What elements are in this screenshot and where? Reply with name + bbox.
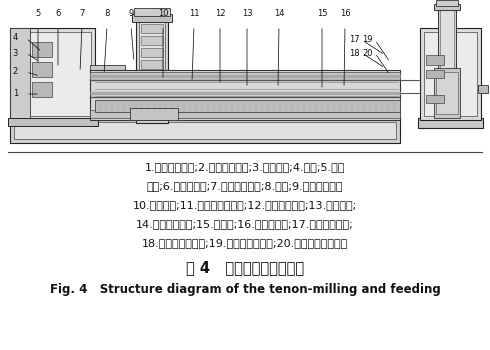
Bar — [32, 62, 52, 77]
Text: 14: 14 — [274, 9, 284, 18]
Text: 9: 9 — [128, 9, 134, 18]
Text: 1.气缸铰支座机;2.限位气缸组件;3.限位焊件;4.合页;5.大锥: 1.气缸铰支座机;2.限位气缸组件;3.限位焊件;4.合页;5.大锥 — [145, 162, 345, 172]
Bar — [426, 55, 444, 65]
Bar — [14, 32, 91, 116]
Text: 18: 18 — [349, 49, 360, 57]
Bar — [141, 60, 163, 69]
Bar — [141, 48, 163, 57]
Text: 1: 1 — [13, 90, 18, 98]
Text: Fig. 4   Structure diagram of the tenon-milling and feeding: Fig. 4 Structure diagram of the tenon-mi… — [49, 283, 441, 296]
Bar — [136, 18, 168, 123]
Text: 13: 13 — [242, 9, 252, 18]
Bar — [95, 100, 400, 112]
Text: 12: 12 — [215, 9, 225, 18]
Bar — [426, 70, 444, 78]
Bar — [14, 122, 396, 139]
Bar — [32, 42, 52, 57]
Text: 17: 17 — [349, 35, 360, 44]
Text: 19: 19 — [363, 35, 373, 44]
Bar — [10, 28, 95, 120]
Bar — [10, 28, 30, 120]
Bar — [436, 0, 458, 6]
Bar — [139, 21, 165, 120]
Bar — [90, 72, 400, 80]
Text: 3: 3 — [13, 49, 18, 57]
Bar — [434, 4, 460, 10]
Text: 6: 6 — [55, 9, 61, 18]
Bar — [134, 8, 170, 16]
Text: 2: 2 — [13, 68, 18, 77]
Bar — [141, 36, 163, 45]
Text: 5: 5 — [35, 9, 41, 18]
Bar — [424, 32, 477, 116]
Bar — [141, 84, 163, 93]
Bar — [436, 72, 458, 114]
Text: 16: 16 — [340, 9, 350, 18]
Bar — [420, 28, 481, 120]
Text: 18.移动用电机组件;19.夹紧气缸支撑架;20.侧向夹紧气缸组件: 18.移动用电机组件;19.夹紧气缸支撑架;20.侧向夹紧气缸组件 — [142, 238, 348, 248]
Bar — [32, 82, 52, 97]
Text: 4: 4 — [13, 34, 18, 42]
Bar — [132, 14, 172, 22]
Text: 10.小锥齿轮;11.旋转用电机组件;12.直线导轨副二;13.滚珠丝杆;: 10.小锥齿轮;11.旋转用电机组件;12.直线导轨副二;13.滚珠丝杆; — [133, 200, 357, 210]
Text: 图 4   榫头铣座送料机构图: 图 4 榫头铣座送料机构图 — [186, 260, 304, 275]
Bar — [478, 85, 488, 93]
Bar — [10, 118, 400, 143]
Bar — [418, 118, 483, 128]
Bar — [130, 108, 178, 120]
Bar — [141, 72, 163, 81]
Bar — [90, 70, 400, 120]
Text: 14.送料机构机架;15.门窗材;16.丝杠用轴承;17.加持型联轴器;: 14.送料机构机架;15.门窗材;16.丝杠用轴承;17.加持型联轴器; — [136, 219, 354, 229]
Text: 10: 10 — [158, 9, 168, 18]
Text: 8: 8 — [104, 9, 110, 18]
Text: 齿轮;6.旋转主轴系;7.直线导轨副一;8.压块;9.定位夹紧气缸: 齿轮;6.旋转主轴系;7.直线导轨副一;8.压块;9.定位夹紧气缸 — [147, 181, 343, 191]
Bar — [434, 68, 460, 118]
Text: 20: 20 — [363, 49, 373, 57]
Bar — [440, 10, 454, 88]
Bar — [90, 65, 125, 83]
Bar — [438, 8, 456, 90]
Text: 7: 7 — [79, 9, 85, 18]
Bar — [141, 96, 163, 105]
Bar — [141, 24, 163, 33]
Bar — [8, 118, 98, 126]
Bar — [426, 95, 444, 103]
Text: 15: 15 — [317, 9, 327, 18]
Bar — [90, 110, 400, 118]
Text: 11: 11 — [189, 9, 199, 18]
